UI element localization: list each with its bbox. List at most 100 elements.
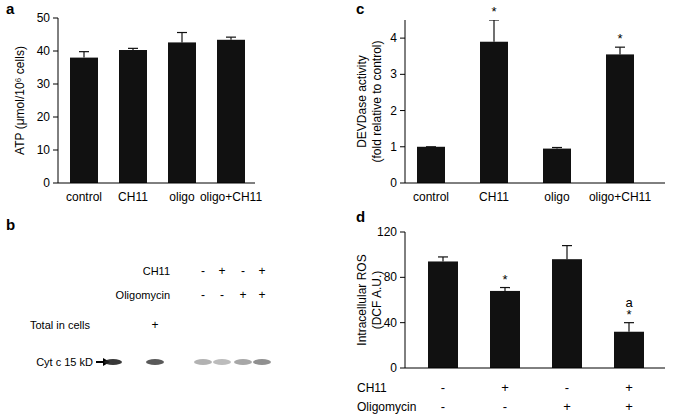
blot-band xyxy=(213,359,231,365)
row-sign: + xyxy=(258,288,265,302)
error-stem xyxy=(619,47,620,54)
annotation: * xyxy=(491,4,496,19)
bar xyxy=(490,291,520,368)
blot-panel: bCH11-+-+Oligomycin--++Total in cells+Cy… xyxy=(6,216,271,368)
y-tick xyxy=(53,150,58,151)
marks xyxy=(428,246,644,368)
row-name: CH11 xyxy=(143,265,170,277)
error-bar xyxy=(128,48,138,50)
error-bar xyxy=(438,257,448,262)
y-tick-label: 30 xyxy=(37,77,51,91)
error-cap xyxy=(226,37,236,38)
row-sign: - xyxy=(201,264,205,278)
x-tick-label: oligo xyxy=(169,190,195,204)
row-sign: - xyxy=(241,264,245,278)
y-tick-label: 50 xyxy=(37,11,51,25)
error-bar xyxy=(552,148,562,149)
x-tick-label: oligo+CH11 xyxy=(589,190,651,204)
bar xyxy=(428,261,458,368)
y-tick xyxy=(400,110,405,111)
error-stem xyxy=(83,52,84,58)
blot-band xyxy=(234,359,252,365)
y-tick xyxy=(400,146,405,147)
condition-name: CH11 xyxy=(357,381,387,395)
y-tick xyxy=(53,84,58,85)
marks xyxy=(417,20,634,183)
error-stem xyxy=(493,20,494,42)
bar xyxy=(552,259,582,368)
row-sign: + xyxy=(258,264,265,278)
condition-sign: - xyxy=(503,399,507,414)
row-name: Oligomycin xyxy=(116,289,170,301)
y-tick-label: 0 xyxy=(390,176,397,190)
blot-band xyxy=(253,359,271,365)
band-label: Cyt c 15 kD xyxy=(36,356,93,368)
error-stem xyxy=(566,246,567,260)
condition-sign: + xyxy=(625,380,633,395)
x-tick-label: CH11 xyxy=(118,190,148,204)
condition-sign: - xyxy=(565,380,569,395)
error-stem xyxy=(442,257,443,262)
marks xyxy=(70,33,245,183)
row-sign: + xyxy=(151,318,158,332)
error-cap xyxy=(177,32,187,33)
condition-sign: + xyxy=(501,380,509,395)
y-label: DEVDase activity xyxy=(355,55,369,148)
error-bar xyxy=(177,33,187,43)
row-sign: + xyxy=(218,264,225,278)
blot-band xyxy=(146,359,164,365)
y-label: ATP (μmol/10⁶ cells) xyxy=(13,46,27,155)
error-cap xyxy=(426,146,436,147)
x-tick-label: control xyxy=(66,190,102,204)
error-bar xyxy=(562,246,572,260)
bar xyxy=(417,147,445,183)
bar xyxy=(606,54,634,183)
condition-sign: + xyxy=(563,399,571,414)
y-tick-label: 0 xyxy=(43,176,50,190)
y-tick xyxy=(53,18,58,19)
y-tick xyxy=(53,183,58,184)
y-tick-label: 120 xyxy=(377,225,397,239)
panel-letter: c xyxy=(356,0,364,17)
error-cap xyxy=(552,147,562,148)
y-tick xyxy=(400,322,405,323)
row-sign: + xyxy=(239,288,246,302)
arrow-shaft xyxy=(96,361,103,363)
bar xyxy=(70,58,98,183)
y-axis xyxy=(58,18,59,183)
figure: aATP (μmol/10⁶ cells)01020304050controlC… xyxy=(0,0,685,415)
error-stem xyxy=(628,323,629,332)
bar xyxy=(168,42,196,183)
y-tick xyxy=(400,368,405,369)
y-tick-label: 4 xyxy=(390,31,397,45)
y-tick xyxy=(53,51,58,52)
annotation: * xyxy=(617,31,622,46)
y-tick-label: 40 xyxy=(37,44,51,58)
error-cap xyxy=(624,322,634,323)
condition-name: Oligomycin xyxy=(357,400,416,414)
error-cap xyxy=(438,256,448,257)
row-sign: - xyxy=(201,288,205,302)
annotation: * xyxy=(626,307,631,322)
error-cap xyxy=(500,287,510,288)
y-tick xyxy=(400,232,405,233)
y-axis xyxy=(405,232,406,368)
error-stem xyxy=(181,33,182,43)
x-tick-label: oligo+CH11 xyxy=(200,190,262,204)
error-cap xyxy=(615,47,625,48)
panel-1: cDEVDase activity(fold relative to contr… xyxy=(355,0,665,204)
x-axis xyxy=(58,183,255,184)
condition-sign: + xyxy=(625,399,633,414)
condition-sign: - xyxy=(441,399,445,414)
panel-letter: d xyxy=(356,208,365,225)
x-tick-label: oligo xyxy=(544,190,570,204)
error-bar xyxy=(489,20,499,42)
error-cap xyxy=(128,48,138,49)
y-tick-label: 40 xyxy=(384,316,398,330)
panel-letter: a xyxy=(6,0,15,17)
y-tick-label: 3 xyxy=(390,67,397,81)
error-cap xyxy=(79,51,89,52)
bar xyxy=(480,42,508,183)
bar xyxy=(217,40,245,183)
error-cap xyxy=(562,245,572,246)
